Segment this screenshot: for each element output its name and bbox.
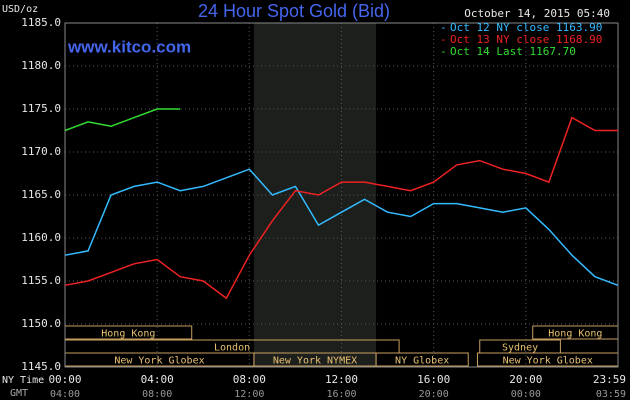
x-tick-label: 20:00 [509,373,542,386]
legend-marker: - [440,21,447,34]
watermark: www.kitco.com [67,37,191,56]
gmt-tick-label: 16:00 [326,389,356,400]
y-tick-label: 1185.0 [21,16,61,29]
y-tick-label: 1160.0 [21,231,61,244]
session-label: NY Globex [395,356,449,367]
legend-label: Oct 13 NY close 1168.90 [450,33,602,46]
y-tick-label: 1175.0 [21,102,61,115]
y-tick-label: 1150.0 [21,317,61,330]
gmt-tick-label: 20:00 [419,389,449,400]
x-tick-label: 08:00 [233,373,266,386]
gmt-tick-label: 12:00 [234,389,264,400]
y-axis-label: USD/oz [2,4,38,15]
plot-frame [64,22,619,368]
y-tick-label: 1165.0 [21,188,61,201]
legend-marker: - [440,45,447,58]
x-tick-label: 16:00 [417,373,450,386]
session-label: New York Globex [503,356,593,367]
session-label: New York Globex [114,356,204,367]
session-label: Sydney [502,343,538,354]
x-row-label: NY Time [2,375,44,386]
gmt-tick-label: 00:00 [511,389,541,400]
series-line [64,108,181,132]
session-label: Hong Kong [101,329,155,340]
x2-row-label: GMT [10,388,28,399]
gmt-tick-label: 03:59 [596,389,626,400]
session-label: New York NYMEX [273,356,357,367]
x-tick-label: 00:00 [48,373,81,386]
x-tick-label: 12:00 [325,373,358,386]
session-label: London [214,343,250,354]
timestamp: October 14, 2015 05:40 [464,7,610,20]
session-bar [375,352,469,367]
session-label: Hong Kong [548,329,602,340]
gmt-tick-label: 08:00 [142,389,172,400]
y-tick-label: 1170.0 [21,145,61,158]
x-tick-label: 23:59 [593,373,626,386]
x-tick-label: 04:00 [141,373,174,386]
y-tick-label: 1155.0 [21,274,61,287]
legend-label: Oct 14 Last 1167.70 [450,45,576,58]
legend-label: Oct 12 NY close 1163.90 [450,21,602,34]
y-tick-label: 1180.0 [21,59,61,72]
y-tick-label: 1145.0 [21,360,61,373]
legend-marker: - [440,33,447,46]
series-line [64,116,618,300]
series-line [64,168,619,287]
gmt-tick-label: 04:00 [50,389,80,400]
chart-title: 24 Hour Spot Gold (Bid) [198,1,390,21]
